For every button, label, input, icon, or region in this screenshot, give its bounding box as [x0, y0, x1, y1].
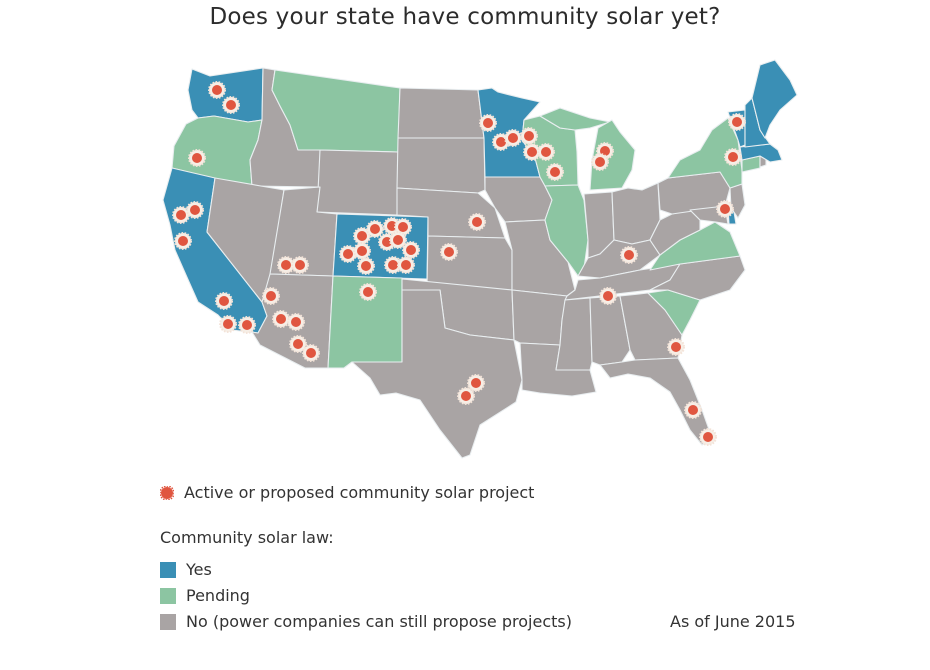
project-marker-icon[interactable] [215, 292, 233, 310]
project-marker-icon[interactable] [287, 313, 305, 331]
no-swatch [160, 613, 176, 630]
legend-no-label: No (power companies can still propose pr… [186, 612, 572, 631]
project-marker-icon[interactable] [357, 257, 375, 275]
us-community-solar-map [162, 59, 798, 459]
project-marker-icon[interactable] [520, 127, 538, 145]
project-marker-icon[interactable] [291, 256, 309, 274]
project-marker-icon[interactable] [402, 241, 420, 259]
legend-yes-label: Yes [186, 560, 212, 579]
state-florida[interactable] [599, 357, 713, 446]
project-marker-icon[interactable] [620, 246, 638, 264]
legend-project-marker: Active or proposed community solar proje… [160, 483, 534, 502]
project-marker-icon[interactable] [728, 113, 746, 131]
pending-swatch [160, 587, 176, 604]
project-marker-icon[interactable] [440, 243, 458, 261]
legend-pending-label: Pending [186, 586, 250, 605]
yes-swatch [160, 561, 176, 578]
project-marker-icon[interactable] [504, 129, 522, 147]
project-marker-icon[interactable] [353, 227, 371, 245]
project-marker-icon[interactable] [359, 283, 377, 301]
project-marker-icon[interactable] [684, 401, 702, 419]
legend-project-label: Active or proposed community solar proje… [184, 483, 535, 502]
project-marker-icon[interactable] [716, 200, 734, 218]
state-north-dakota[interactable] [397, 87, 485, 139]
project-marker-icon[interactable] [188, 149, 206, 167]
project-marker-icon[interactable] [302, 344, 320, 362]
state-massachusetts[interactable] [739, 143, 783, 163]
state-kansas[interactable] [426, 235, 513, 291]
project-marker-icon[interactable] [468, 213, 486, 231]
project-marker-icon[interactable] [366, 220, 384, 238]
legend-law-heading: Community solar law: [160, 528, 334, 547]
project-marker-icon[interactable] [699, 428, 717, 446]
map-title: Does your state have community solar yet… [209, 4, 721, 30]
state-wyoming[interactable] [316, 149, 399, 216]
project-marker-icon[interactable] [667, 338, 685, 356]
project-marker-icon[interactable] [479, 114, 497, 132]
project-marker-icon[interactable] [546, 163, 564, 181]
project-marker-icon[interactable] [186, 201, 204, 219]
as-of-date: As of June 2015 [670, 612, 796, 631]
project-marker-icon[interactable] [289, 335, 307, 353]
legend-item-no: No (power companies can still propose pr… [160, 612, 572, 631]
project-marker-icon[interactable] [397, 256, 415, 274]
project-marker-icon[interactable] [353, 242, 371, 260]
project-marker-icon[interactable] [238, 316, 256, 334]
state-michigan-upper[interactable] [539, 107, 611, 131]
state-south-dakota[interactable] [396, 137, 486, 194]
project-marker-icon[interactable] [599, 287, 617, 305]
project-marker-icon[interactable] [591, 153, 609, 171]
project-marker-icon[interactable] [724, 148, 742, 166]
project-marker-icon[interactable] [174, 232, 192, 250]
state-arkansas[interactable] [511, 289, 568, 346]
project-markers [172, 81, 746, 446]
project-marker-icon[interactable] [219, 315, 237, 333]
project-marker-icon[interactable] [272, 310, 290, 328]
project-marker-icon[interactable] [222, 96, 240, 114]
project-marker-icon[interactable] [467, 374, 485, 392]
legend-item-yes: Yes [160, 560, 212, 579]
project-marker-icon[interactable] [208, 81, 226, 99]
project-marker-icon[interactable] [262, 287, 280, 305]
state-washington[interactable] [187, 67, 264, 123]
state-north-carolina[interactable] [649, 255, 746, 301]
state-texas[interactable] [351, 289, 523, 459]
project-marker-icon[interactable] [457, 387, 475, 405]
project-marker-icon[interactable] [537, 143, 555, 161]
sunburst-marker-icon [160, 485, 174, 500]
legend-heading-text: Community solar law: [160, 528, 334, 547]
legend-item-pending: Pending [160, 586, 250, 605]
project-marker-icon[interactable] [389, 231, 407, 249]
state-maine[interactable] [751, 59, 798, 139]
